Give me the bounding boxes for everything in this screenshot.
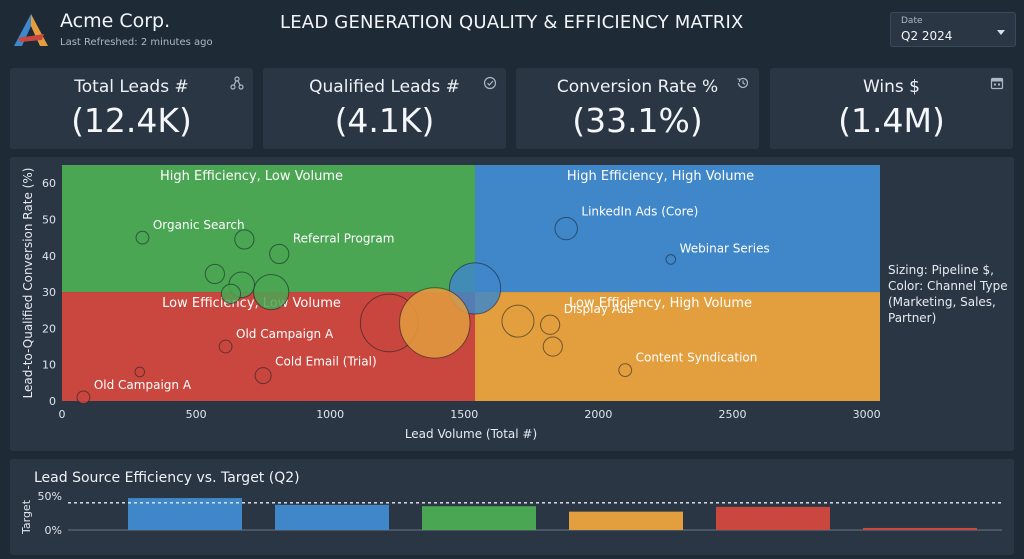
x-tick-label: 1000 [316, 408, 344, 421]
data-point [554, 216, 578, 241]
kpi-card-wins[interactable]: Wins $ (1.4M) [770, 68, 1013, 149]
kpi-card-qualified-leads[interactable]: Qualified Leads # (4.1K) [263, 68, 506, 149]
kpi-label: Qualified Leads # [309, 77, 460, 97]
y-tick-label: 40 [42, 250, 56, 263]
kpi-label: Wins $ [862, 77, 920, 97]
quadrant-label: High Efficiency, Low Volume [160, 169, 343, 184]
y-tick-label: 50 [42, 213, 56, 226]
data-point [134, 366, 146, 378]
quadrant-area [475, 165, 880, 293]
y-tick-label: 60 [42, 177, 56, 190]
bar-y-axis-title: Target [20, 499, 33, 535]
point-label: Display Ads [564, 302, 634, 316]
chevron-down-icon[interactable] [997, 30, 1005, 35]
efficiency-bar [716, 506, 830, 530]
efficiency-bar [569, 511, 683, 530]
data-point [220, 283, 242, 304]
efficiency-bar [275, 504, 389, 530]
kpi-value: (1.4M) [838, 101, 945, 140]
x-tick-label: 3000 [853, 408, 881, 421]
sizing-legend-note: Sizing: Pipeline $, Color: Channel Type … [888, 263, 1008, 325]
quadrant-label: Low Efficiency, High Volume [569, 296, 752, 311]
data-point [542, 336, 563, 357]
data-point [399, 287, 471, 359]
data-point [665, 254, 677, 265]
y-tick-label: 20 [42, 322, 56, 335]
y-tick-label: 30 [42, 286, 56, 299]
network-icon [230, 76, 244, 90]
x-tick-label: 2000 [584, 408, 612, 421]
point-label: Referral Program [293, 231, 395, 245]
x-tick-label: 2500 [718, 408, 746, 421]
y-tick-label: 10 [42, 359, 56, 372]
x-axis-title: Lead Volume (Total #) [405, 427, 537, 441]
check-circle-icon [483, 76, 497, 90]
data-point [204, 263, 225, 285]
kpi-card-total-leads[interactable]: Total Leads # (12.4K) [10, 68, 253, 149]
date-select-value: Q2 2024 [901, 29, 953, 43]
date-select[interactable]: Date Q2 2024 [890, 12, 1016, 47]
point-label: Old Campaign A [236, 327, 334, 341]
point-label: LinkedIn Ads (Core) [581, 204, 698, 218]
kpi-label: Total Leads # [74, 77, 189, 97]
calendar-icon [990, 77, 1004, 90]
data-point [135, 230, 150, 245]
quadrant-label: Low Efficiency, Low Volume [162, 296, 341, 311]
point-label: Organic Search [153, 218, 245, 232]
y-tick-label: 0 [49, 395, 56, 408]
bar-y-tick-label: 50% [38, 490, 62, 503]
bar-y-tick-label: 0% [45, 524, 62, 537]
efficiency-bar [863, 527, 977, 530]
point-label: Old Campaign A [94, 378, 192, 392]
point-label: Cold Email (Trial) [275, 355, 376, 369]
data-point [234, 229, 255, 250]
company-name: Acme Corp. [60, 10, 171, 32]
quadrant-area [475, 292, 880, 401]
kpi-value: (12.4K) [71, 101, 192, 140]
page-title: LEAD GENERATION QUALITY & EFFICIENCY MAT… [280, 12, 744, 33]
bar-chart-title: Lead Source Efficiency vs. Target (Q2) [34, 470, 300, 486]
x-tick-label: 0 [59, 408, 66, 421]
history-icon [737, 77, 749, 89]
kpi-card-conversion-rate[interactable]: Conversion Rate % (33.1%) [516, 68, 759, 149]
data-point [540, 314, 561, 335]
quadrant-area [62, 165, 476, 293]
kpi-value: (4.1K) [334, 101, 435, 140]
data-point [618, 363, 633, 378]
kpi-value: (33.1%) [572, 101, 703, 140]
efficiency-bar [422, 506, 536, 530]
date-select-label: Date [901, 16, 923, 26]
x-tick-label: 500 [186, 408, 207, 421]
top-bar: Acme Corp. Last Refreshed: 2 minutes ago… [0, 0, 1024, 62]
acme-logo [14, 14, 48, 46]
y-axis-title: Lead-to-Qualified Conversion Rate (%) [21, 168, 35, 399]
point-label: Content Syndication [636, 351, 758, 365]
last-refreshed: Last Refreshed: 2 minutes ago [60, 37, 213, 48]
kpi-label: Conversion Rate % [556, 77, 719, 97]
x-tick-label: 1500 [450, 408, 478, 421]
data-point [501, 304, 535, 338]
data-point [76, 390, 91, 405]
data-point [254, 367, 272, 385]
data-point [253, 273, 290, 311]
data-point [269, 243, 290, 265]
point-label: Webinar Series [680, 242, 770, 256]
quadrant-label: High Efficiency, High Volume [567, 169, 754, 184]
data-point [218, 339, 233, 354]
